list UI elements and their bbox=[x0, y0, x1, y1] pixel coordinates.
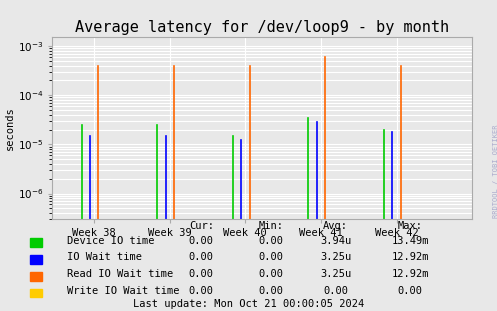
Text: 0.00: 0.00 bbox=[189, 252, 214, 262]
Text: Device IO time: Device IO time bbox=[67, 235, 155, 245]
Text: IO Wait time: IO Wait time bbox=[67, 252, 142, 262]
Text: 0.00: 0.00 bbox=[398, 286, 422, 296]
Text: Avg:: Avg: bbox=[323, 220, 348, 230]
Text: 0.00: 0.00 bbox=[189, 235, 214, 245]
Text: 13.49m: 13.49m bbox=[391, 235, 429, 245]
Text: 12.92m: 12.92m bbox=[391, 269, 429, 279]
Text: Read IO Wait time: Read IO Wait time bbox=[67, 269, 173, 279]
Text: 0.00: 0.00 bbox=[258, 269, 283, 279]
Text: 0.00: 0.00 bbox=[189, 286, 214, 296]
Text: 3.25u: 3.25u bbox=[320, 269, 351, 279]
Text: 0.00: 0.00 bbox=[258, 252, 283, 262]
Text: Cur:: Cur: bbox=[189, 220, 214, 230]
Text: Min:: Min: bbox=[258, 220, 283, 230]
Text: 0.00: 0.00 bbox=[323, 286, 348, 296]
Text: RRDTOOL / TOBI OETIKER: RRDTOOL / TOBI OETIKER bbox=[493, 124, 497, 218]
Title: Average latency for /dev/loop9 - by month: Average latency for /dev/loop9 - by mont… bbox=[75, 20, 449, 35]
Text: 3.25u: 3.25u bbox=[320, 252, 351, 262]
Text: 0.00: 0.00 bbox=[258, 286, 283, 296]
Text: 12.92m: 12.92m bbox=[391, 252, 429, 262]
Y-axis label: seconds: seconds bbox=[5, 106, 15, 150]
Text: Write IO Wait time: Write IO Wait time bbox=[67, 286, 179, 296]
Text: 0.00: 0.00 bbox=[258, 235, 283, 245]
Text: 3.94u: 3.94u bbox=[320, 235, 351, 245]
Text: Last update: Mon Oct 21 00:00:05 2024: Last update: Mon Oct 21 00:00:05 2024 bbox=[133, 299, 364, 309]
Text: 0.00: 0.00 bbox=[189, 269, 214, 279]
Text: Max:: Max: bbox=[398, 220, 422, 230]
